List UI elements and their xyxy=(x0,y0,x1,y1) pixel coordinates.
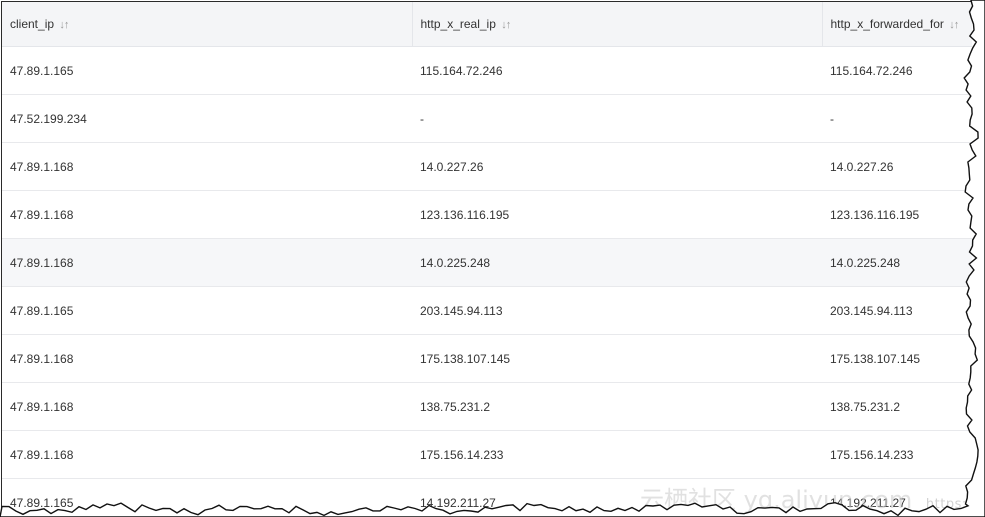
cell-http-x-real-ip: 14.0.227.26 xyxy=(412,142,822,191)
cell-http-x-real-ip: 138.75.231.2 xyxy=(412,382,822,431)
cell-client-ip: 47.89.1.168 xyxy=(2,334,412,383)
cell-http-x-real-ip: 175.138.107.145 xyxy=(412,334,822,383)
table-row[interactable]: 47.89.1.168 175.156.14.233 175.156.14.233 xyxy=(2,430,972,479)
cell-http-x-forwarded-for: 123.136.116.195 xyxy=(822,190,972,239)
cell-http-x-forwarded-for: 14.0.227.26 xyxy=(822,142,972,191)
sort-icon[interactable]: ↓↑ xyxy=(59,19,69,31)
cell-http-x-real-ip: 123.136.116.195 xyxy=(412,190,822,239)
cell-http-x-forwarded-for: - xyxy=(822,94,972,143)
table-row[interactable]: 47.89.1.168 14.0.225.248 14.0.225.248 xyxy=(2,238,972,287)
cell-client-ip: 47.89.1.165 xyxy=(2,478,412,514)
sort-icon[interactable]: ↓↑ xyxy=(501,19,511,31)
cell-client-ip: 47.89.1.168 xyxy=(2,142,412,191)
table-row[interactable]: 47.89.1.168 138.75.231.2 138.75.231.2 xyxy=(2,382,972,431)
cell-http-x-forwarded-for: 14.192.211.27 xyxy=(822,478,972,514)
column-label: http_x_forwarded_for xyxy=(830,17,944,31)
cell-http-x-real-ip: 203.145.94.113 xyxy=(412,286,822,335)
cell-http-x-real-ip: 175.156.14.233 xyxy=(412,430,822,479)
table-row[interactable]: 47.89.1.165 203.145.94.113 203.145.94.113 xyxy=(2,286,972,335)
cell-http-x-real-ip: - xyxy=(412,94,822,143)
table-body: 47.89.1.165 115.164.72.246 115.164.72.246 4… xyxy=(2,46,972,514)
table-row[interactable]: 47.89.1.168 14.0.227.26 14.0.227.26 xyxy=(2,142,972,191)
cell-client-ip: 47.89.1.168 xyxy=(2,238,412,287)
log-table: client_ip ↓↑ http_x_real_ip ↓↑ http_x_fo… xyxy=(2,2,972,514)
cell-http-x-forwarded-for: 175.138.107.145 xyxy=(822,334,972,383)
cell-http-x-forwarded-for: 14.0.225.248 xyxy=(822,238,972,287)
table-row[interactable]: 47.89.1.165 14.192.211.27 14.192.211.27 xyxy=(2,478,972,514)
log-table-container: client_ip ↓↑ http_x_real_ip ↓↑ http_x_fo… xyxy=(1,1,972,514)
column-label: client_ip xyxy=(10,17,55,31)
cell-http-x-forwarded-for: 175.156.14.233 xyxy=(822,430,972,479)
cell-client-ip: 47.89.1.165 xyxy=(2,286,412,335)
cell-http-x-forwarded-for: 203.145.94.113 xyxy=(822,286,972,335)
column-label: http_x_real_ip xyxy=(420,17,496,31)
column-header-http-x-forwarded-for[interactable]: http_x_forwarded_for ↓↑ xyxy=(822,2,972,47)
table-row[interactable]: 47.89.1.165 115.164.72.246 115.164.72.246 xyxy=(2,46,972,95)
cell-client-ip: 47.89.1.168 xyxy=(2,382,412,431)
table-row[interactable]: 47.89.1.168 123.136.116.195 123.136.116.19… xyxy=(2,190,972,239)
cell-http-x-real-ip: 14.192.211.27 xyxy=(412,478,822,514)
column-header-client-ip[interactable]: client_ip ↓↑ xyxy=(2,2,413,47)
cell-http-x-forwarded-for: 115.164.72.246 xyxy=(822,46,972,95)
table-row[interactable]: 47.89.1.168 175.138.107.145 175.138.107.14… xyxy=(2,334,972,383)
table-header-row: client_ip ↓↑ http_x_real_ip ↓↑ http_x_fo… xyxy=(2,2,972,47)
table-header: client_ip ↓↑ http_x_real_ip ↓↑ http_x_fo… xyxy=(2,2,972,47)
cell-client-ip: 47.89.1.168 xyxy=(2,430,412,479)
cell-client-ip: 47.89.1.165 xyxy=(2,46,412,95)
cell-client-ip: 47.89.1.168 xyxy=(2,190,412,239)
cell-http-x-real-ip: 115.164.72.246 xyxy=(412,46,822,95)
cell-http-x-real-ip: 14.0.225.248 xyxy=(412,238,822,287)
table-row[interactable]: 47.52.199.234- - xyxy=(2,94,972,143)
cell-client-ip: 47.52.199.234 xyxy=(2,94,412,143)
column-header-http-x-real-ip[interactable]: http_x_real_ip ↓↑ xyxy=(412,2,823,47)
sort-icon[interactable]: ↓↑ xyxy=(949,19,959,31)
cell-http-x-forwarded-for: 138.75.231.2 xyxy=(822,382,972,431)
